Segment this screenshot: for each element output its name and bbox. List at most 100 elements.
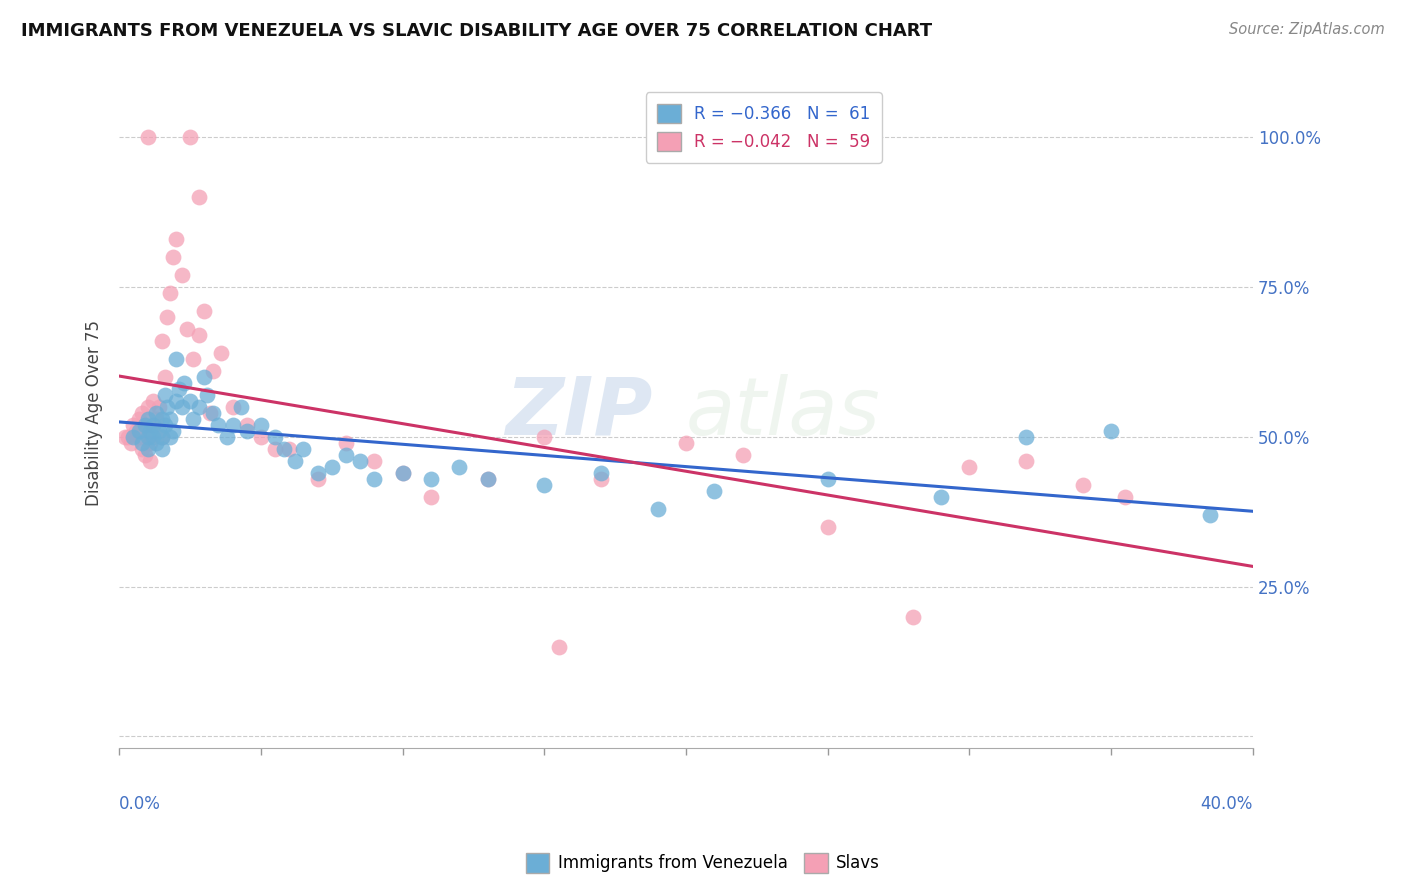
Point	[150, 430, 173, 444]
Point	[187, 190, 209, 204]
Point	[201, 364, 224, 378]
Point	[647, 501, 669, 516]
Point	[731, 448, 754, 462]
Point	[134, 417, 156, 432]
Point	[134, 448, 156, 462]
Point	[145, 436, 167, 450]
Point	[159, 412, 181, 426]
Point	[307, 466, 329, 480]
Point	[273, 442, 295, 456]
Point	[179, 130, 201, 145]
Point	[131, 442, 153, 456]
Point	[193, 370, 215, 384]
Point	[533, 478, 555, 492]
Point	[150, 430, 173, 444]
Legend: R = −0.366   N =  61, R = −0.042   N =  59: R = −0.366 N = 61, R = −0.042 N = 59	[645, 93, 882, 162]
Point	[142, 430, 165, 444]
Text: atlas: atlas	[686, 374, 880, 452]
Text: ZIP: ZIP	[505, 374, 652, 452]
Point	[162, 424, 184, 438]
Point	[533, 430, 555, 444]
Point	[250, 417, 273, 432]
Point	[195, 388, 218, 402]
Point	[114, 430, 136, 444]
Point	[589, 472, 612, 486]
Point	[153, 370, 176, 384]
Point	[139, 454, 162, 468]
Point	[136, 430, 159, 444]
Point	[165, 232, 187, 246]
Point	[173, 376, 195, 390]
Point	[391, 466, 413, 480]
Point	[901, 609, 924, 624]
Point	[201, 406, 224, 420]
Point	[209, 346, 232, 360]
Point	[156, 400, 179, 414]
Point	[131, 406, 153, 420]
Point	[420, 490, 443, 504]
Point	[176, 322, 198, 336]
Y-axis label: Disability Age Over 75: Disability Age Over 75	[86, 320, 103, 506]
Point	[703, 483, 725, 498]
Point	[181, 412, 204, 426]
Point	[264, 430, 287, 444]
Point	[117, 430, 139, 444]
Point	[589, 466, 612, 480]
Point	[1015, 454, 1038, 468]
Point	[1099, 424, 1122, 438]
Point	[128, 424, 150, 438]
Point	[181, 352, 204, 367]
Point	[817, 472, 839, 486]
Point	[159, 430, 181, 444]
Point	[264, 442, 287, 456]
Text: Source: ZipAtlas.com: Source: ZipAtlas.com	[1229, 22, 1385, 37]
Point	[221, 417, 243, 432]
Point	[145, 412, 167, 426]
Point	[139, 436, 162, 450]
Point	[139, 424, 162, 438]
Point	[363, 454, 385, 468]
Point	[136, 130, 159, 145]
Point	[153, 388, 176, 402]
Point	[145, 406, 167, 420]
Point	[477, 472, 499, 486]
Point	[120, 436, 142, 450]
Point	[959, 459, 981, 474]
Point	[215, 430, 238, 444]
Point	[136, 430, 159, 444]
Point	[198, 406, 221, 420]
Point	[207, 417, 229, 432]
Point	[363, 472, 385, 486]
Point	[236, 424, 259, 438]
Point	[165, 394, 187, 409]
Point	[1199, 508, 1222, 522]
Point	[335, 448, 357, 462]
Point	[134, 417, 156, 432]
Point	[142, 394, 165, 409]
Point	[122, 430, 145, 444]
Point	[335, 436, 357, 450]
Point	[278, 442, 301, 456]
Point	[236, 417, 259, 432]
Point	[292, 442, 315, 456]
Point	[187, 328, 209, 343]
Point	[231, 400, 253, 414]
Point	[929, 490, 952, 504]
Point	[142, 417, 165, 432]
Legend: Immigrants from Venezuela, Slavs: Immigrants from Venezuela, Slavs	[519, 847, 887, 880]
Point	[142, 417, 165, 432]
Point	[221, 400, 243, 414]
Point	[136, 442, 159, 456]
Point	[136, 412, 159, 426]
Point	[167, 382, 190, 396]
Point	[420, 472, 443, 486]
Point	[148, 400, 170, 414]
Point	[391, 466, 413, 480]
Point	[128, 430, 150, 444]
Point	[250, 430, 273, 444]
Point	[122, 417, 145, 432]
Point	[170, 268, 193, 282]
Point	[150, 442, 173, 456]
Text: 40.0%: 40.0%	[1201, 796, 1253, 814]
Point	[153, 417, 176, 432]
